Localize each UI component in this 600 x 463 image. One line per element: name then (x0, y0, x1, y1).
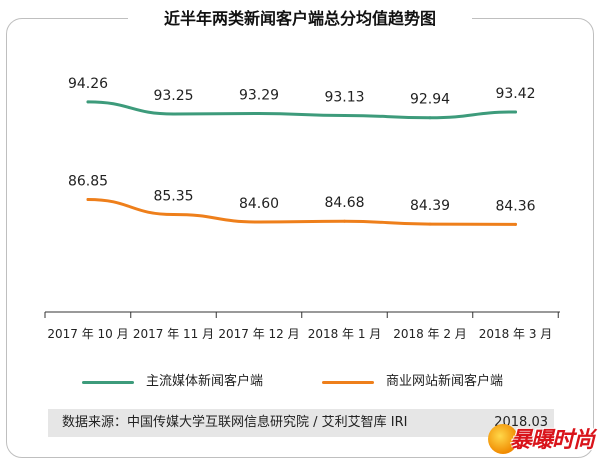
x-tick-label: 2018 年 1 月 (308, 327, 382, 341)
data-label: 93.25 (153, 88, 193, 104)
data-label: 84.60 (239, 196, 279, 212)
legend: 主流媒体新闻客户端 商业网站新闻客户端 (0, 370, 600, 394)
data-label: 93.29 (239, 88, 279, 104)
chart-title: 近半年两类新闻客户端总分均值趋势图 (128, 6, 472, 32)
sun-icon (488, 424, 518, 454)
data-labels: 94.26 93.25 93.29 93.13 92.94 93.42 86.85 85.35… (68, 76, 536, 215)
data-point (257, 112, 261, 116)
data-point (86, 198, 90, 201)
series-line-0 (86, 100, 517, 120)
source-text: 数据来源：中国传媒大学互联网信息研究院 / 艾利艾智库 IRI (62, 415, 408, 430)
data-point (428, 222, 432, 226)
x-tick-label: 2017 年 10 月 (47, 327, 128, 341)
x-tick-label: 2018 年 3 月 (479, 327, 553, 341)
legend-swatch-mainstream (82, 381, 134, 384)
logo-text: 暴曝时尚 (510, 427, 595, 453)
data-point (172, 112, 175, 116)
source-bar: 数据来源：中国传媒大学互联网信息研究院 / 艾利艾智库 IRI 2018.03 (48, 409, 554, 437)
data-point (343, 219, 346, 223)
legend-label-mainstream: 主流媒体新闻客户端 (146, 374, 264, 389)
data-point (86, 100, 90, 104)
x-tick-label: 2018 年 2 月 (393, 327, 467, 341)
data-point (343, 113, 346, 117)
data-point (428, 116, 432, 120)
data-point (514, 110, 517, 114)
data-label: 94.26 (68, 76, 108, 92)
data-label: 84.68 (324, 195, 364, 211)
data-label: 85.35 (153, 189, 193, 205)
data-label: 84.39 (410, 198, 450, 214)
data-point (514, 222, 517, 226)
data-label: 86.85 (68, 174, 108, 190)
data-label: 92.94 (410, 92, 450, 108)
legend-label-commercial: 商业网站新闻客户端 (386, 374, 504, 389)
data-label: 84.36 (495, 198, 535, 214)
data-point (172, 213, 175, 216)
series-line-1 (86, 198, 517, 226)
series-layer (86, 100, 517, 226)
legend-swatch-commercial (322, 381, 374, 384)
site-logo: 暴曝时尚 (486, 418, 595, 460)
data-point (257, 220, 261, 224)
data-label: 93.42 (495, 86, 535, 102)
x-axis: 2017 年 10 月 2017 年 11 月 2017 年 12 月 2018 年 … (44, 311, 560, 341)
line-chart: 2017 年 10 月 2017 年 11 月 2017 年 12 月 2018 年 … (44, 76, 560, 341)
x-tick-label: 2017 年 12 月 (218, 327, 299, 341)
x-tick-label: 2017 年 11 月 (133, 327, 214, 341)
chart-frame (6, 18, 594, 458)
data-label: 93.13 (324, 89, 364, 105)
